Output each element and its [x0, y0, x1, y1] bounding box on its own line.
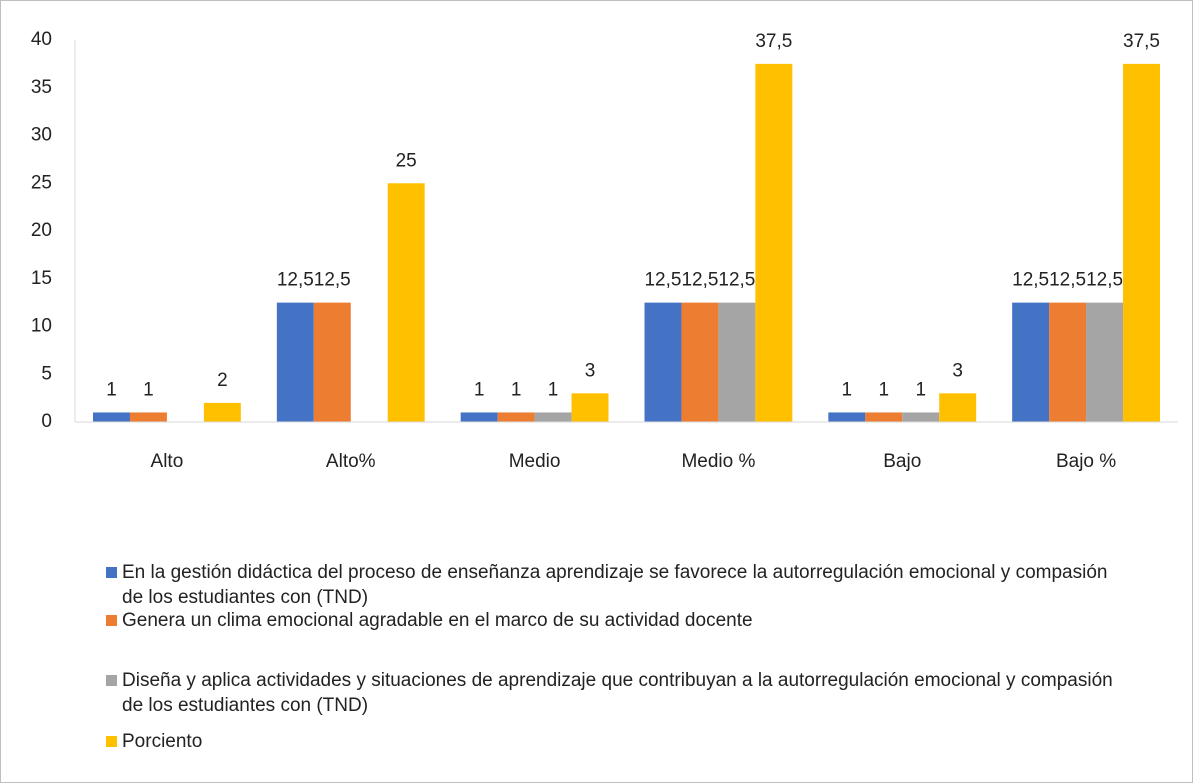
y-tick-label: 25: [31, 172, 52, 193]
y-tick-label: 40: [31, 29, 52, 50]
legend-item: Porciento: [106, 729, 1132, 754]
bar: [129, 412, 167, 422]
data-label: 1: [878, 379, 889, 400]
data-label: 12,5: [644, 270, 681, 291]
data-label: 25: [396, 150, 417, 171]
data-label: 12,5: [314, 270, 351, 291]
legend-label: Diseña y aplica actividades y situacione…: [122, 670, 1113, 716]
bar: [1049, 302, 1087, 422]
data-label: 1: [106, 379, 117, 400]
data-label: 37,5: [1123, 31, 1160, 52]
legend-swatch: [106, 615, 117, 626]
bar: [497, 412, 535, 422]
legend-swatch: [106, 736, 117, 747]
legend-item: En la gestión didáctica del proceso de e…: [106, 560, 1132, 610]
x-tick-label: Bajo: [883, 451, 921, 472]
data-label: 1: [474, 379, 485, 400]
data-label: 3: [952, 360, 963, 381]
legend-item: Genera un clima emocional agradable en e…: [106, 608, 1132, 633]
data-label: 1: [548, 379, 559, 400]
legend-item: Diseña y aplica actividades y situacione…: [106, 668, 1132, 718]
data-label: 1: [143, 379, 154, 400]
data-label: 3: [585, 360, 596, 381]
legend-swatch: [106, 675, 117, 686]
data-label: 1: [915, 379, 926, 400]
bar: [93, 412, 130, 422]
bar: [276, 302, 314, 422]
bar: [534, 412, 572, 422]
x-tick-label: Bajo %: [1056, 451, 1116, 472]
data-label: 12,5: [1049, 270, 1086, 291]
x-tick-label: Alto%: [326, 451, 376, 472]
data-label: 37,5: [755, 31, 792, 52]
data-label: 12,5: [681, 270, 718, 291]
legend-swatch: [106, 567, 117, 578]
y-tick-label: 10: [31, 316, 52, 337]
bar: [939, 393, 977, 422]
legend-label: Porciento: [122, 731, 203, 752]
data-label: 12,5: [718, 270, 755, 291]
data-label: 12,5: [1012, 270, 1049, 291]
y-tick-label: 30: [31, 125, 52, 146]
bar: [1123, 63, 1160, 422]
legend-label: Genera un clima emocional agradable en e…: [122, 610, 753, 631]
y-tick-label: 20: [31, 220, 52, 241]
data-label: 12,5: [1086, 270, 1123, 291]
bar: [644, 302, 682, 422]
bar: [387, 183, 425, 422]
bar: [1012, 302, 1050, 422]
bar: [1086, 302, 1124, 422]
x-tick-label: Medio %: [681, 451, 755, 472]
bar: [902, 412, 940, 422]
data-label: 1: [511, 379, 522, 400]
data-label: 2: [217, 370, 228, 391]
bar: [571, 393, 609, 422]
bar: [681, 302, 719, 422]
x-tick-label: Medio: [509, 451, 561, 472]
bar: [313, 302, 351, 422]
legend-label: En la gestión didáctica del proceso de e…: [122, 562, 1108, 608]
data-label: 1: [842, 379, 853, 400]
bar: [203, 402, 241, 422]
bar: [865, 412, 903, 422]
bar: [828, 412, 866, 422]
bar: [718, 302, 756, 422]
y-tick-label: 15: [31, 268, 52, 289]
bar: [460, 412, 498, 422]
y-tick-label: 0: [41, 411, 52, 432]
bar: [755, 63, 793, 422]
x-tick-label: Alto: [151, 451, 184, 472]
y-tick-label: 35: [31, 77, 52, 98]
data-label: 12,5: [277, 270, 314, 291]
y-tick-label: 5: [41, 363, 52, 384]
